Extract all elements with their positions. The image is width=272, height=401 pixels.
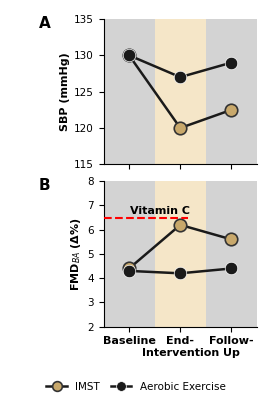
Bar [155, 19, 206, 164]
Bar [104, 181, 155, 326]
Legend: IMST, Aerobic Exercise: IMST, Aerobic Exercise [42, 377, 230, 396]
Bar [206, 19, 257, 164]
Bar [104, 19, 155, 164]
Bar [206, 19, 257, 164]
Bar [155, 19, 206, 164]
Y-axis label: SBP (mmHg): SBP (mmHg) [60, 52, 70, 131]
Bar [155, 181, 206, 326]
Bar [206, 181, 257, 326]
Bar [104, 181, 155, 326]
Text: B: B [39, 178, 51, 193]
Bar [155, 181, 206, 326]
Text: A: A [39, 16, 51, 31]
Bar [104, 19, 155, 164]
Y-axis label: FMD$_{BA}$ (Δ%): FMD$_{BA}$ (Δ%) [69, 217, 83, 291]
Text: Vitamin C: Vitamin C [130, 206, 190, 216]
Bar [206, 181, 257, 326]
